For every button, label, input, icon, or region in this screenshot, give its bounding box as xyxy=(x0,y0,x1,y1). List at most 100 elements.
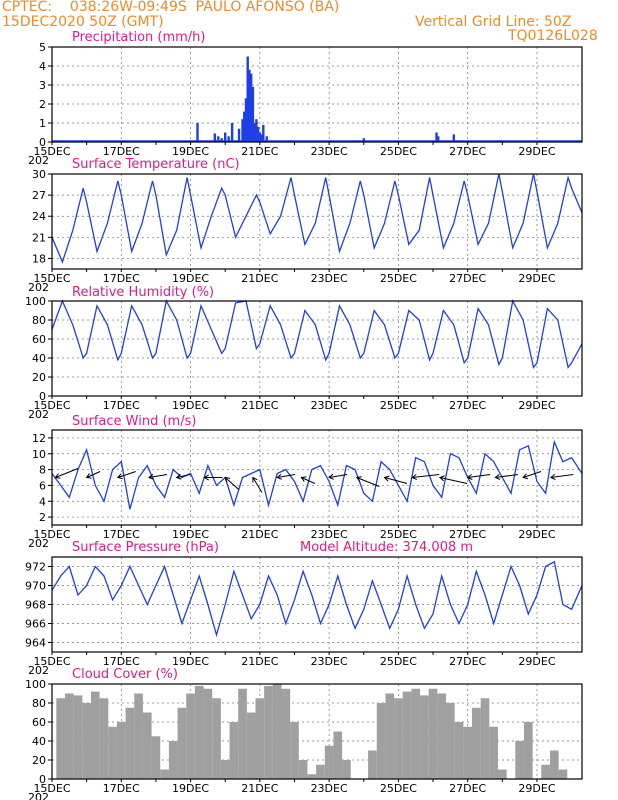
precip-bar xyxy=(251,86,255,142)
wind-arrowhead xyxy=(175,473,182,480)
x-tick-label: 17DEC xyxy=(103,399,140,412)
wind-arrowhead xyxy=(252,476,258,483)
x-tick-label: 27DEC xyxy=(449,782,486,795)
cloud-bar xyxy=(549,750,559,779)
cloud-bar xyxy=(168,741,178,779)
x-tick-label: 21DEC xyxy=(241,528,278,541)
precip-bar xyxy=(253,123,256,142)
wind-vector xyxy=(277,474,296,478)
cloud-bar xyxy=(90,691,100,779)
panel-frame xyxy=(51,173,583,270)
wind-vector xyxy=(86,471,101,478)
wind-vector xyxy=(522,471,542,478)
precip-bar xyxy=(224,132,227,142)
cloud-bar xyxy=(125,707,135,779)
cloud-bar xyxy=(281,688,291,779)
cloud-bar xyxy=(108,726,117,779)
wind-arrowhead xyxy=(549,474,556,480)
y-tick-label: 966 xyxy=(25,618,46,631)
wind-arrowhead xyxy=(411,474,418,481)
header-grid-note: Vertical Grid Line: 50Z xyxy=(415,14,572,30)
cloud-bar xyxy=(368,750,377,779)
panel-title: Surface Pressure (hPa) xyxy=(72,540,219,555)
precip-bar xyxy=(230,123,234,142)
year-label: 202 xyxy=(28,664,49,677)
cloud-bar xyxy=(541,764,550,779)
header-org: CPTEC: xyxy=(2,0,53,15)
header-location: PAULO AFONSO (BA) xyxy=(195,0,340,15)
precip-bar xyxy=(217,136,220,142)
x-tick-label: 21DEC xyxy=(241,655,278,668)
x-tick-label: 23DEC xyxy=(311,528,348,541)
x-tick-label: 29DEC xyxy=(518,145,555,158)
x-tick-label: 17DEC xyxy=(103,655,140,668)
header-datetime: 15DEC2020 50Z (GMT) xyxy=(2,14,164,30)
y-tick-label: 27 xyxy=(32,189,46,202)
precip-bar xyxy=(362,138,365,142)
x-tick-label: 29DEC xyxy=(518,782,555,795)
x-tick-label: 25DEC xyxy=(380,272,417,285)
series-line xyxy=(51,173,583,264)
cloud-bar xyxy=(264,685,273,779)
x-tick-label: 19DEC xyxy=(172,782,209,795)
y-tick-label: 8 xyxy=(39,464,46,477)
y-tick-label: 968 xyxy=(25,599,46,612)
wind-arrowhead xyxy=(148,473,154,480)
x-tick-label: 27DEC xyxy=(449,145,486,158)
wind-vector xyxy=(55,468,79,478)
cloud-bar xyxy=(480,698,490,779)
precip-bar xyxy=(246,56,249,142)
series-line xyxy=(51,439,583,510)
wind-vector xyxy=(467,474,491,478)
y-tick-label: 20 xyxy=(32,371,46,384)
x-tick-label: 25DEC xyxy=(380,782,417,795)
precip-bar xyxy=(265,136,268,142)
x-tick-label: 21DEC xyxy=(241,272,278,285)
cloud-bar xyxy=(497,769,507,779)
wind-vector xyxy=(550,474,574,478)
precip-bar xyxy=(248,69,251,142)
header-code: TQ0126L028 xyxy=(508,28,598,44)
precip-bar xyxy=(220,138,223,142)
x-tick-label: 15DEC xyxy=(33,782,70,795)
x-tick-label: 21DEC xyxy=(241,399,278,412)
precip-bar xyxy=(255,119,258,142)
x-tick-label: 29DEC xyxy=(518,272,555,285)
y-tick-label: 964 xyxy=(25,637,46,650)
x-tick-label: 17DEC xyxy=(103,528,140,541)
wind-vector xyxy=(148,474,168,478)
wind-arrowhead xyxy=(439,475,445,482)
model-altitude: Model Altitude: 374.008 m xyxy=(300,540,473,555)
cloud-bar xyxy=(515,741,524,779)
cloud-bar xyxy=(428,688,438,779)
precip-bar xyxy=(256,126,260,142)
x-tick-label: 15DEC xyxy=(33,528,70,541)
y-tick-label: 0 xyxy=(39,773,46,786)
cloud-bar xyxy=(342,760,351,779)
series-line xyxy=(51,560,583,638)
wind-arrowhead xyxy=(203,474,209,481)
x-tick-label: 27DEC xyxy=(449,655,486,668)
precip-bar xyxy=(452,134,456,142)
precip-bar xyxy=(243,111,246,142)
cloud-bar xyxy=(411,688,421,779)
cloud-bar xyxy=(142,712,152,779)
x-tick-label: 29DEC xyxy=(518,655,555,668)
cloud-bar xyxy=(298,760,308,779)
cloud-bar xyxy=(186,693,195,779)
cloud-bar xyxy=(203,688,213,779)
x-tick-label: 23DEC xyxy=(311,399,348,412)
panel-frame xyxy=(51,429,583,526)
x-tick-label: 27DEC xyxy=(449,528,486,541)
x-tick-label: 29DEC xyxy=(518,399,555,412)
cloud-bar xyxy=(220,760,230,779)
year-label: 202 xyxy=(28,408,49,421)
cloud-bar xyxy=(376,703,386,779)
y-tick-label: 100 xyxy=(25,678,46,691)
cloud-bar xyxy=(402,691,412,779)
wind-arrowhead xyxy=(276,473,282,480)
x-tick-label: 15DEC xyxy=(33,272,70,285)
precip-bar xyxy=(244,98,248,142)
panel-title: Surface Temperature (nC) xyxy=(72,157,240,172)
